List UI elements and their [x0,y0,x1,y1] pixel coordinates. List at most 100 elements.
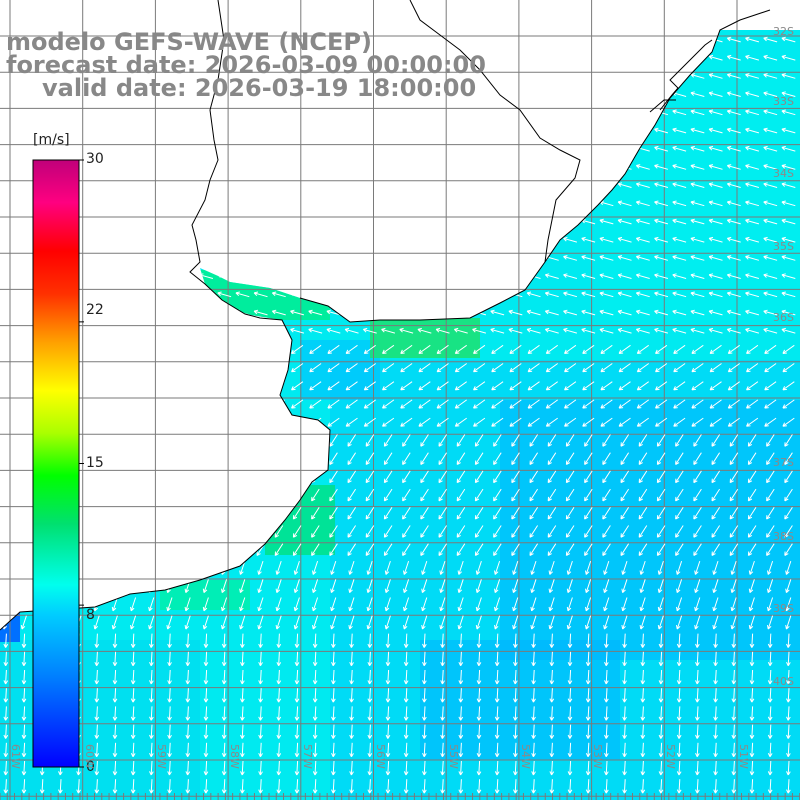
wind-arrow [747,434,757,447]
wind-arrow [456,543,466,556]
wind-arrow [362,182,377,188]
wind-arrow [599,36,614,43]
wind-arrow [600,381,613,391]
valid-date: valid date: 2026-03-19 18:00:00 [42,74,477,102]
wind-arrow [564,363,577,373]
wind-arrow [672,36,687,43]
wind-arrow [508,236,523,243]
wind-arrow [238,543,247,556]
wind-arrow [476,688,482,703]
wind-arrow [490,309,505,316]
wind-arrow [730,615,737,630]
wind-arrow [490,182,505,188]
wind-arrow [129,434,138,447]
wind-arrow [567,688,573,703]
wind-arrow [676,779,682,794]
wind-arrow [344,109,359,116]
wind-arrow [781,327,796,334]
wind-arrow [422,633,427,648]
wind-arrow [436,363,449,373]
wind-arrow [148,579,155,594]
wind-arrow [474,507,484,520]
wind-arrow [436,417,449,427]
wind-arrow [491,417,504,427]
wind-arrow [690,255,705,261]
wind-arrow [764,417,777,427]
wind-arrow [180,200,195,207]
wind-arrow [766,488,775,502]
wind-arrow [547,525,557,538]
wind-arrow [726,91,741,97]
wind-arrow [235,255,250,261]
wind-arrow [90,363,103,373]
wind-arrow [385,669,391,685]
wind-arrow [402,452,411,465]
wind-arrow [183,452,193,465]
wind-arrow [399,291,414,298]
wind-arrow [203,633,209,648]
wind-arrow [201,507,211,520]
wind-arrow [526,145,541,152]
wind-arrow [581,109,596,116]
wind-arrow [326,127,341,134]
wind-arrow [726,273,741,279]
wind-arrow [695,724,700,739]
wind-arrow [581,309,596,316]
wind-arrow [275,579,282,594]
wind-arrow [130,724,136,739]
wind-arrow [365,543,375,556]
wind-arrow [544,127,559,134]
wind-arrow [639,579,646,594]
wind-arrow [599,182,614,188]
wind-arrow [275,597,282,612]
wind-arrow [708,218,723,225]
wind-arrow [476,724,482,739]
wind-arrow [326,273,341,279]
wind-arrow [111,560,118,575]
wind-arrow [111,615,118,630]
wind-arrow [147,452,156,465]
wind-arrow [784,525,793,538]
wind-arrow [617,273,632,279]
wind-arrow [129,470,138,484]
wind-arrow [291,344,304,354]
wind-arrow [294,706,300,721]
wind-arrow [111,597,118,612]
wind-arrow [440,760,445,776]
wind-arrow [531,742,536,758]
wind-arrow [253,145,268,152]
wind-arrow [0,109,13,116]
wind-arrow [111,579,118,594]
wind-arrow [635,182,650,188]
wind-arrow [19,507,29,520]
wind-arrow [599,236,614,243]
wind-arrow [294,779,300,794]
wind-arrow [202,579,209,594]
wind-arrow [112,651,118,667]
wind-arrow [240,779,245,794]
wind-arrow [185,669,191,685]
wind-arrow [456,525,466,538]
wind-arrow [731,760,737,776]
wind-arrow [618,363,631,373]
wind-arrow [382,417,395,427]
wind-arrow [786,688,791,703]
wind-arrow [240,651,245,667]
wind-arrow [456,452,466,465]
wind-arrow [94,669,100,685]
wind-arrow [403,706,409,721]
wind-arrow [654,182,669,188]
wind-arrow [690,200,705,207]
wind-arrow [731,669,737,685]
wind-arrow [71,127,86,134]
wind-arrow [17,200,32,207]
lon-label-59w: 59W [155,744,168,769]
wind-arrow [654,273,669,279]
wind-arrow [513,742,518,758]
wind-arrow [383,525,393,538]
wind-arrow [89,327,104,334]
wind-arrow [1,452,11,465]
wind-arrow [458,633,464,648]
wind-arrow [130,779,136,794]
